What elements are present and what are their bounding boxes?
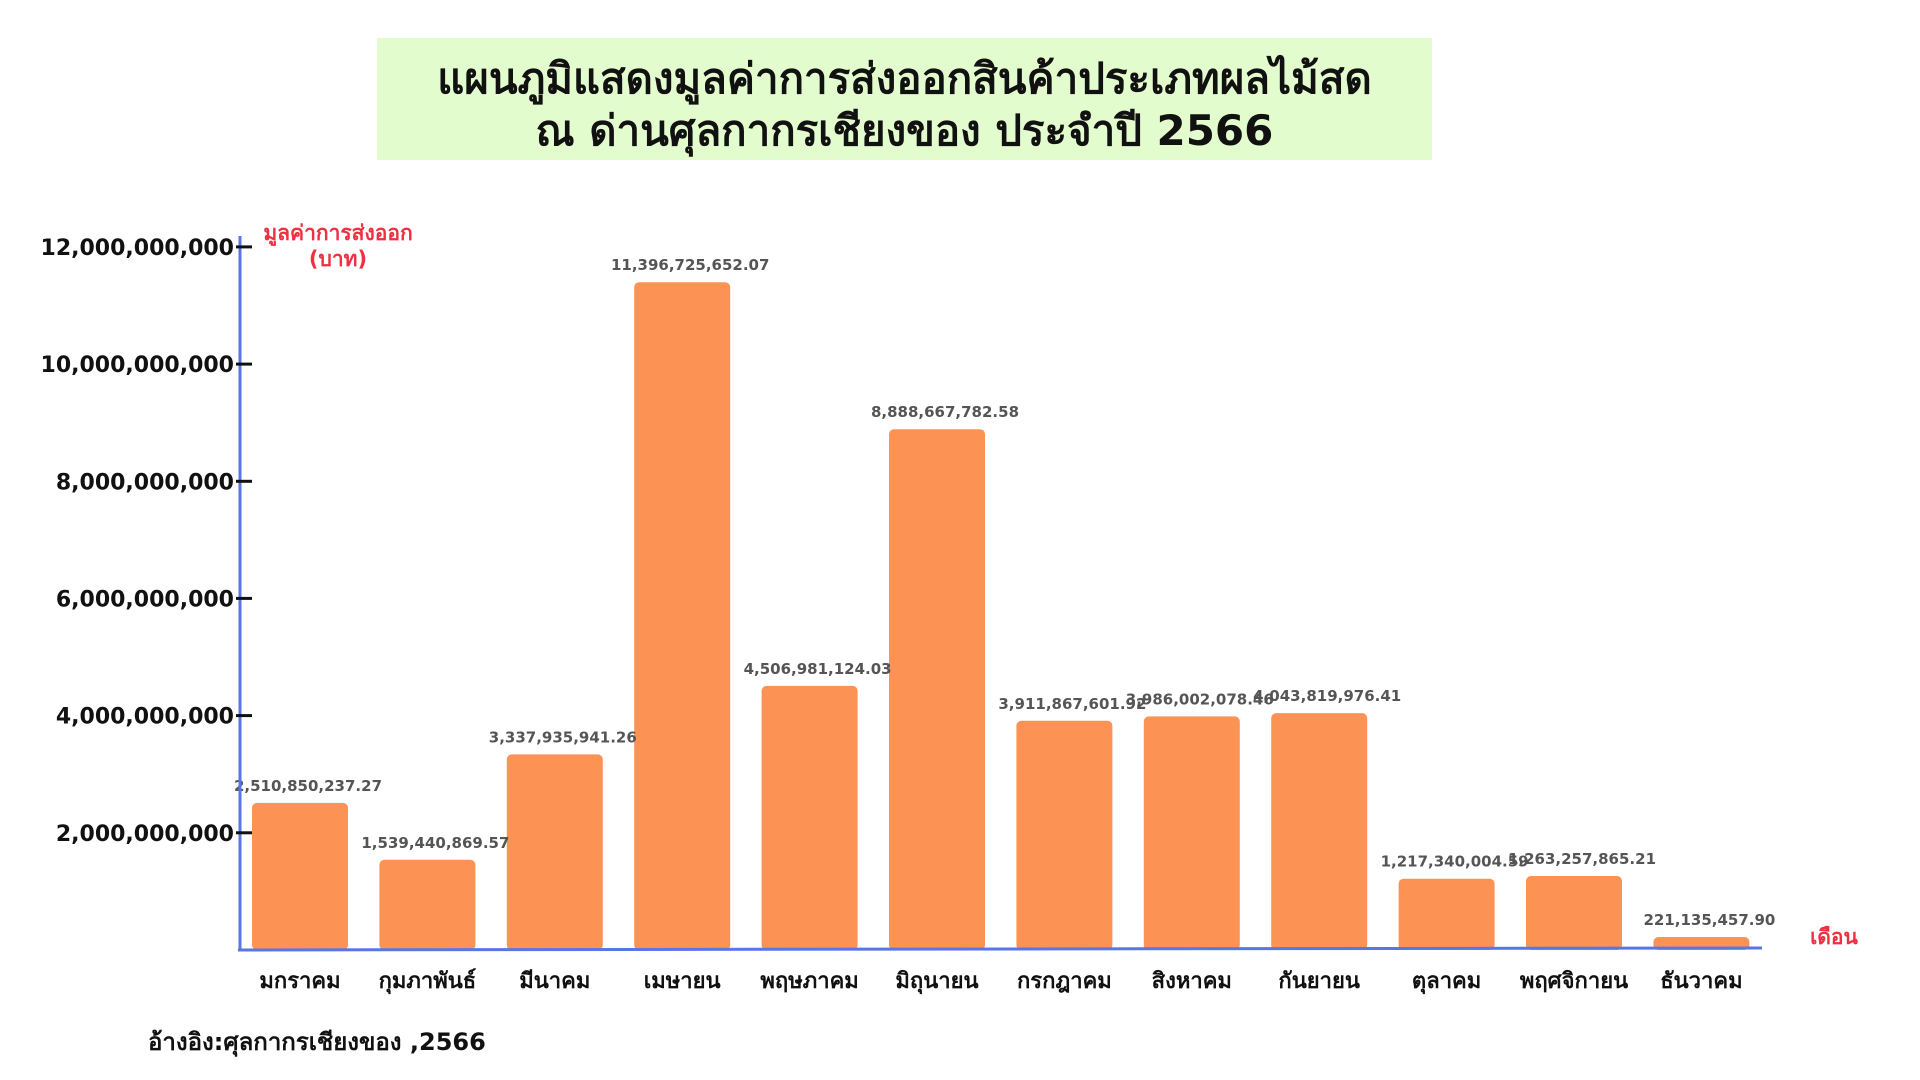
data-label: 1,263,257,865.21 [1508,850,1656,868]
bar [506,754,603,950]
chart-title-box: แผนภูมิแสดงมูลค่าการส่งออกสินค้าประเภทผล… [377,38,1432,160]
x-tick-label: มิถุนายน [895,969,978,995]
data-label: 2,510,850,237.27 [234,777,382,795]
value-labels-layer: 2,510,850,237.27 1,539,440,869.57 3,337,93… [234,256,1775,929]
bar [1526,876,1622,950]
x-tick-label: ธันวาคม [1660,969,1742,994]
x-tick-label: มกราคม [259,969,340,994]
data-label: 1,539,440,869.57 [361,834,509,852]
data-label: 1,217,340,004.59 [1381,853,1529,871]
bar [889,429,985,950]
bars-layer [252,282,1750,950]
y-tick-label: 4,000,000,000 [56,705,234,730]
x-tick-label: กันยายน [1278,969,1360,994]
source-note: อ้างอิง:ศุลกากรเชียงของ ,2566 [148,1028,486,1056]
x-axis-line [237,946,1763,952]
bar [379,859,476,950]
data-label: 4,043,819,976.41 [1253,687,1401,705]
bar [634,282,731,950]
data-label: 3,986,002,078.46 [1126,690,1274,708]
y-tick-label: 8,000,000,000 [56,470,234,495]
y-ticks-layer: 2,000,000,000 4,000,000,000 6,000,000,000 8… [41,236,252,847]
bar [761,685,858,950]
x-tick-label: เมษายน [644,969,721,994]
x-category-labels-layer: มกราคม กุมภาพันธ์ มีนาคม เมษายน พฤษภาคม มิถุน… [259,968,1742,995]
y-tick-label: 2,000,000,000 [56,822,234,847]
chart-title-line-2: ณ ด่านศุลกากรเชียงของ ประจำปี 2566 [535,106,1274,155]
y-tick-label: 6,000,000,000 [56,587,234,612]
data-label: 11,396,725,652.07 [611,256,769,274]
y-tick-label: 10,000,000,000 [41,353,234,378]
x-tick-label: กรกฎาคม [1017,969,1112,994]
x-tick-label: พฤษภาคม [760,969,858,994]
y-tick-label: 12,000,000,000 [41,236,234,261]
axes-layer: มูลค่าการส่งออก(บาท) เดือน [237,221,1859,952]
chart-title-line-1: แผนภูมิแสดงมูลค่าการส่งออกสินค้าประเภทผล… [437,54,1372,103]
data-label: 4,506,981,124.03 [744,660,892,678]
x-tick-label: สิงหาคม [1152,969,1232,994]
data-label: 221,135,457.90 [1643,911,1775,929]
x-tick-label: มีนาคม [519,969,590,994]
y-axis-title: มูลค่าการส่งออก [263,221,412,247]
data-label: 8,888,667,782.58 [871,403,1019,421]
bar [1143,716,1240,950]
bar [1398,878,1495,950]
x-tick-label: กุมภาพันธ์ [379,968,477,995]
bar [1271,713,1368,950]
data-label: 3,911,867,601.92 [998,695,1146,713]
bar [1016,720,1113,950]
x-tick-label: ตุลาคม [1412,969,1481,995]
data-label: 3,337,935,941.26 [489,728,637,746]
x-axis-title: เดือน [1810,925,1858,949]
y-axis-unit: (บาท) [309,247,367,271]
x-tick-label: พฤศจิกายน [1520,969,1628,994]
bar [252,802,348,950]
